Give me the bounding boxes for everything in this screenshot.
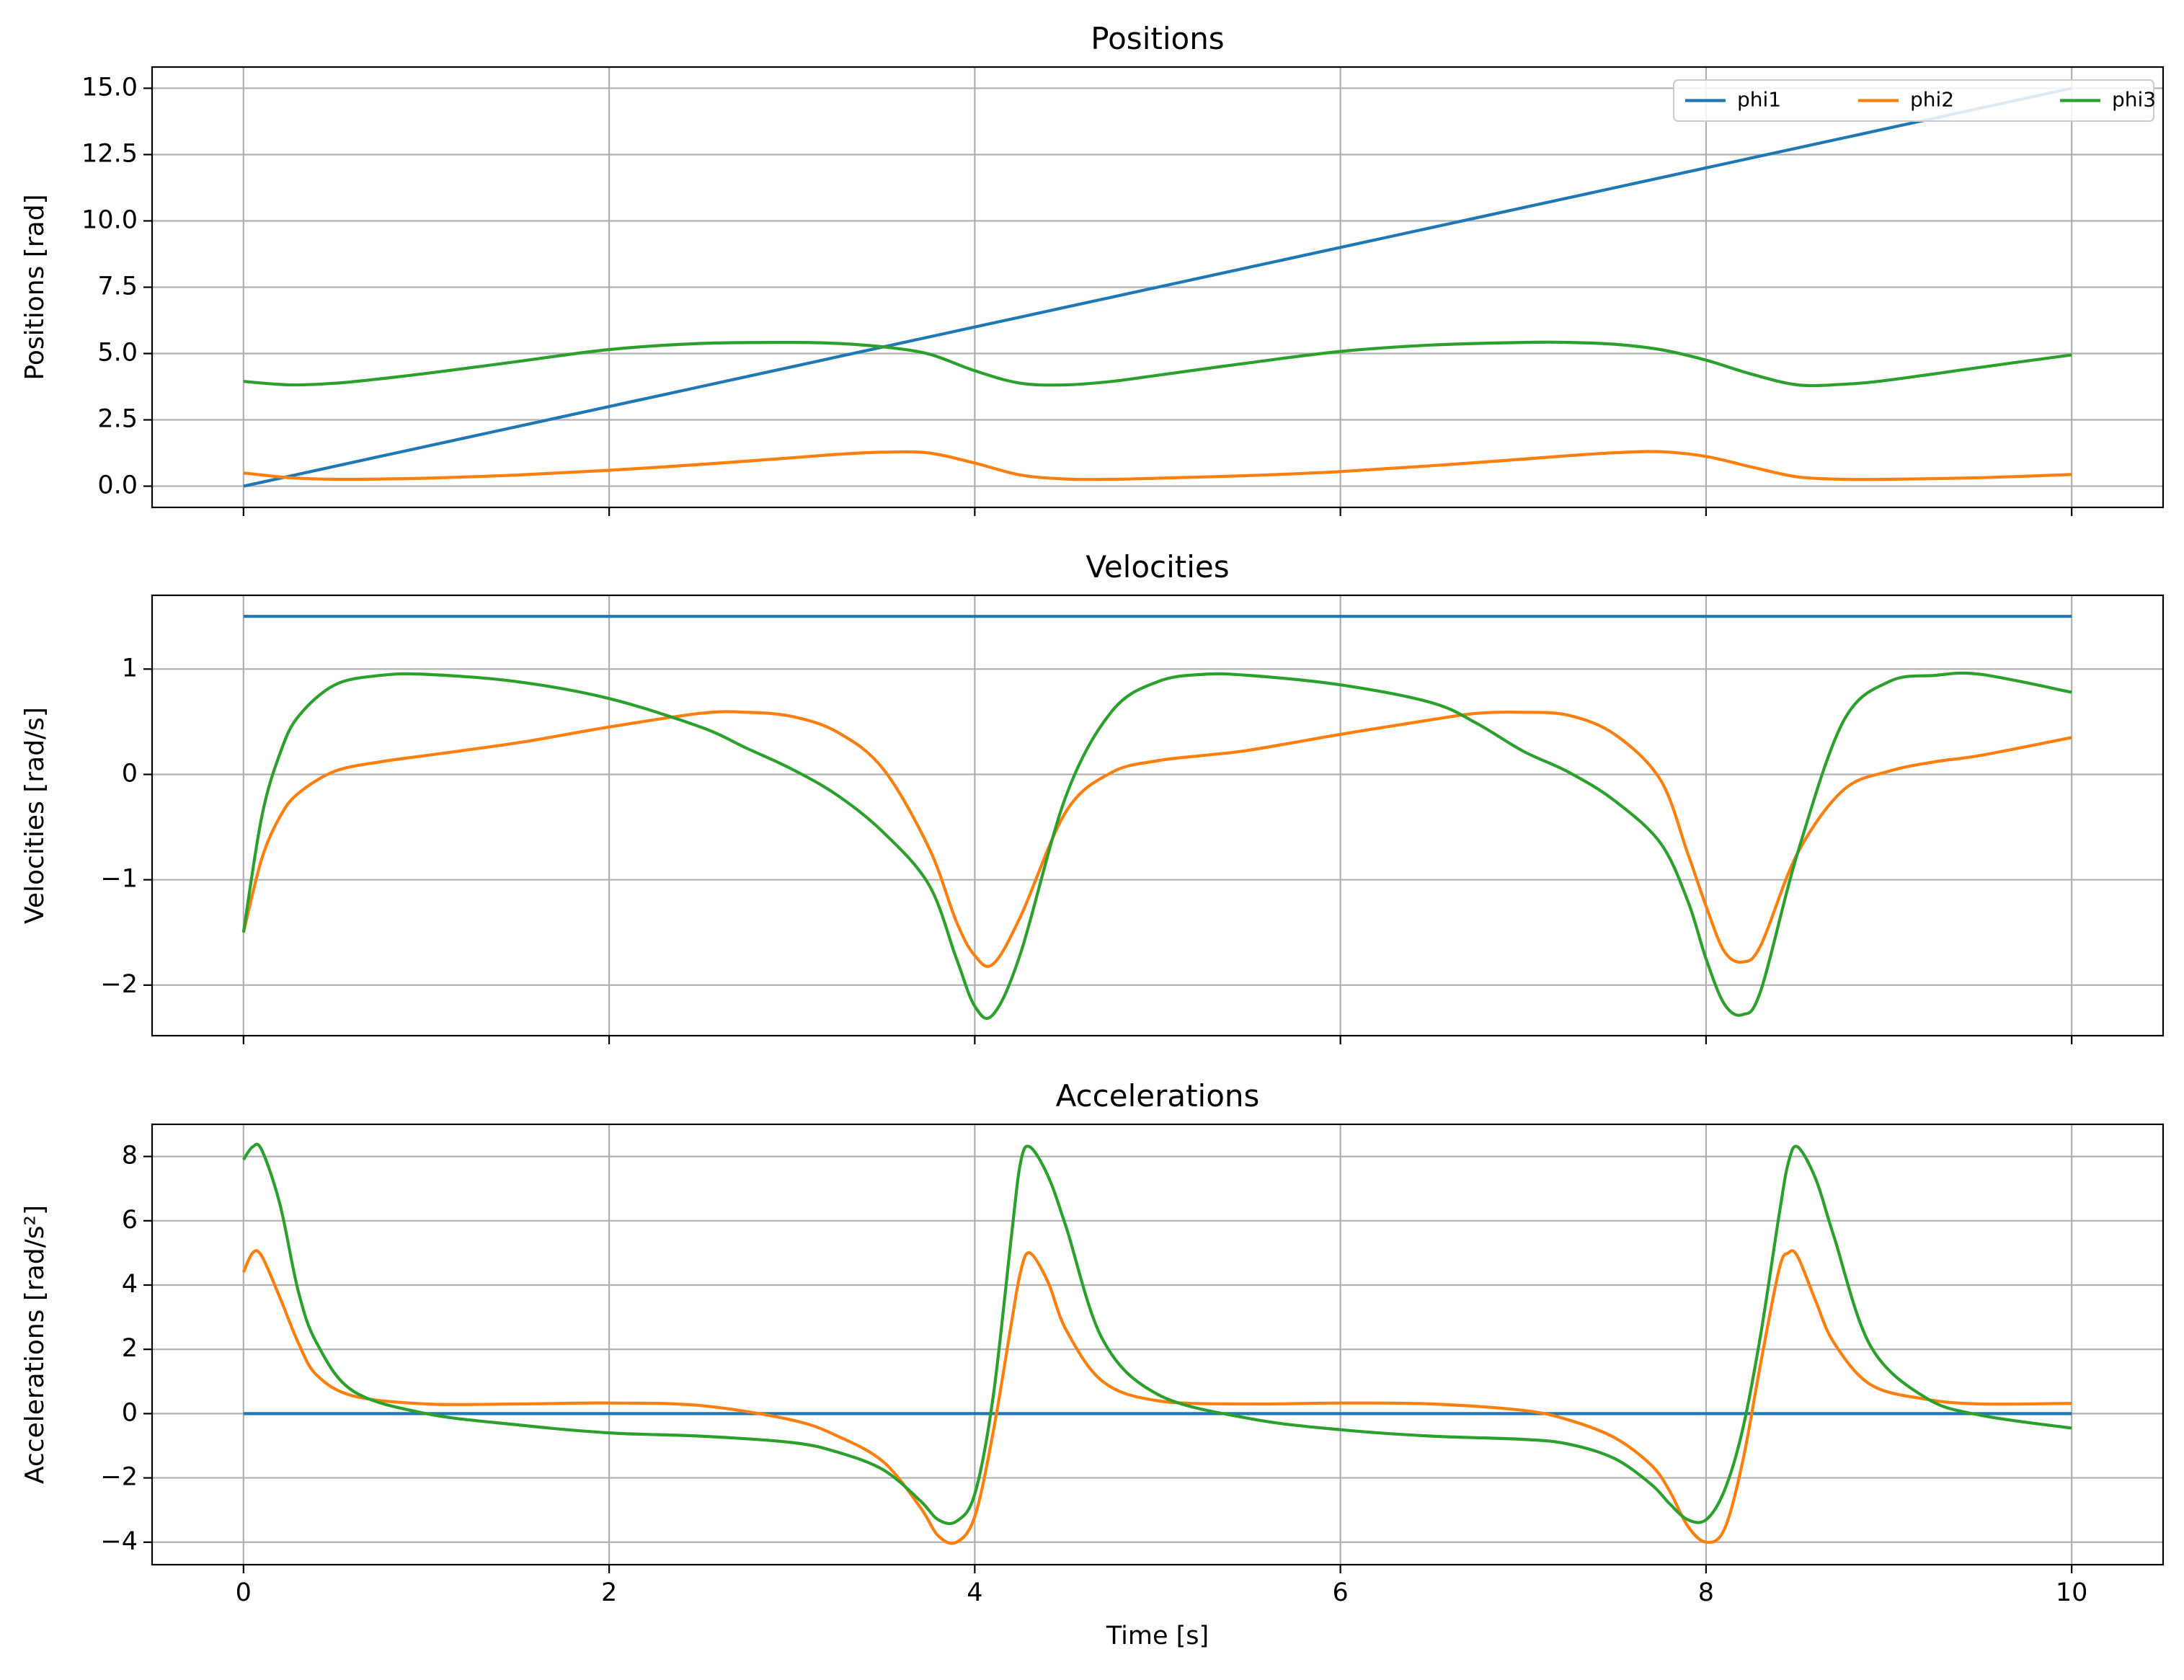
velocities-panel: −2 −1 0 1 Velocities Velocities [rad/s]	[20, 549, 2165, 1044]
velocities-axes-frame	[151, 594, 2165, 1037]
accelerations-lines	[241, 1142, 2072, 1545]
legend-label-phi1: phi1	[1737, 88, 1781, 112]
positions-y-tick-label: 7.5	[97, 272, 138, 301]
velocities-y-tick-label: 0	[122, 759, 138, 788]
positions-ticks: 0.0 2.5 5.0 7.5 10.0 12.5 15.0	[81, 73, 2073, 516]
positions-panel: 0.0 2.5 5.0 7.5 10.0 12.5 15.0 Positions Posit…	[20, 21, 2165, 516]
accelerations-y-axis-label: Accelerations [rad/s²]	[20, 1205, 50, 1484]
positions-y-tick-label: 2.5	[97, 405, 138, 434]
positions-title: Positions	[1091, 21, 1224, 56]
legend-label-phi2: phi2	[1910, 88, 1954, 112]
positions-series-phi2	[243, 450, 2072, 481]
accelerations-x-tick-label: 4	[967, 1578, 982, 1607]
time-x-axis-label: Time [s]	[1106, 1622, 1209, 1650]
positions-series-phi1	[243, 86, 2072, 488]
accelerations-grid	[152, 1124, 2163, 1565]
accelerations-panel: 0 2 4 6 8 10 −4 −2 0 2 4 6 8 Accelerations Accelerat…	[20, 1078, 2165, 1650]
velocities-y-axis-label: Velocities [rad/s]	[20, 707, 50, 924]
positions-y-tick-label: 5.0	[97, 339, 138, 368]
accelerations-y-tick-label: −2	[100, 1463, 138, 1492]
accelerations-y-tick-label: 2	[122, 1334, 138, 1363]
accelerations-ticks: 0 2 4 6 8 10 −4 −2 0 2 4 6 8	[100, 1142, 2087, 1607]
velocities-lines	[241, 615, 2072, 1020]
accelerations-y-tick-label: 4	[122, 1270, 138, 1299]
velocities-ticks: −2 −1 0 1	[100, 654, 2073, 1044]
velocities-y-tick-label: 1	[122, 654, 138, 683]
accelerations-x-tick-label: 0	[236, 1578, 252, 1607]
legend-label-phi3: phi3	[2112, 88, 2156, 112]
positions-series-phi3	[243, 340, 2072, 388]
positions-y-axis-label: Positions [rad]	[20, 194, 50, 380]
accelerations-x-tick-label: 6	[1332, 1578, 1348, 1607]
accelerations-title: Accelerations	[1056, 1078, 1260, 1114]
accelerations-y-tick-label: 8	[122, 1142, 138, 1170]
accelerations-x-tick-label: 8	[1698, 1578, 1714, 1607]
accelerations-y-tick-label: 6	[122, 1206, 138, 1235]
accelerations-y-tick-label: 0	[122, 1398, 138, 1427]
positions-lines	[243, 86, 2072, 488]
positions-y-tick-label: 10.0	[81, 205, 138, 234]
positions-legend: phi1 phi2 phi3	[1673, 79, 2156, 122]
legend-box	[1673, 79, 2154, 122]
velocities-grid	[152, 595, 2163, 1036]
positions-y-tick-label: 15.0	[81, 73, 138, 102]
positions-y-tick-label: 0.0	[97, 471, 138, 500]
accelerations-series-phi2	[241, 1249, 2072, 1545]
accelerations-x-tick-label: 10	[2056, 1578, 2088, 1607]
accelerations-series-phi3	[242, 1142, 2072, 1526]
accelerations-y-tick-label: −4	[100, 1527, 138, 1556]
velocities-series-phi2	[241, 710, 2072, 969]
positions-y-tick-label: 12.5	[81, 139, 138, 168]
accelerations-axes-frame	[151, 1123, 2165, 1566]
velocities-y-tick-label: −1	[100, 865, 138, 894]
velocities-series-phi3	[241, 671, 2072, 1020]
velocities-title: Velocities	[1086, 549, 1229, 585]
velocities-y-tick-label: −2	[100, 970, 138, 999]
accelerations-x-tick-label: 2	[601, 1578, 617, 1607]
